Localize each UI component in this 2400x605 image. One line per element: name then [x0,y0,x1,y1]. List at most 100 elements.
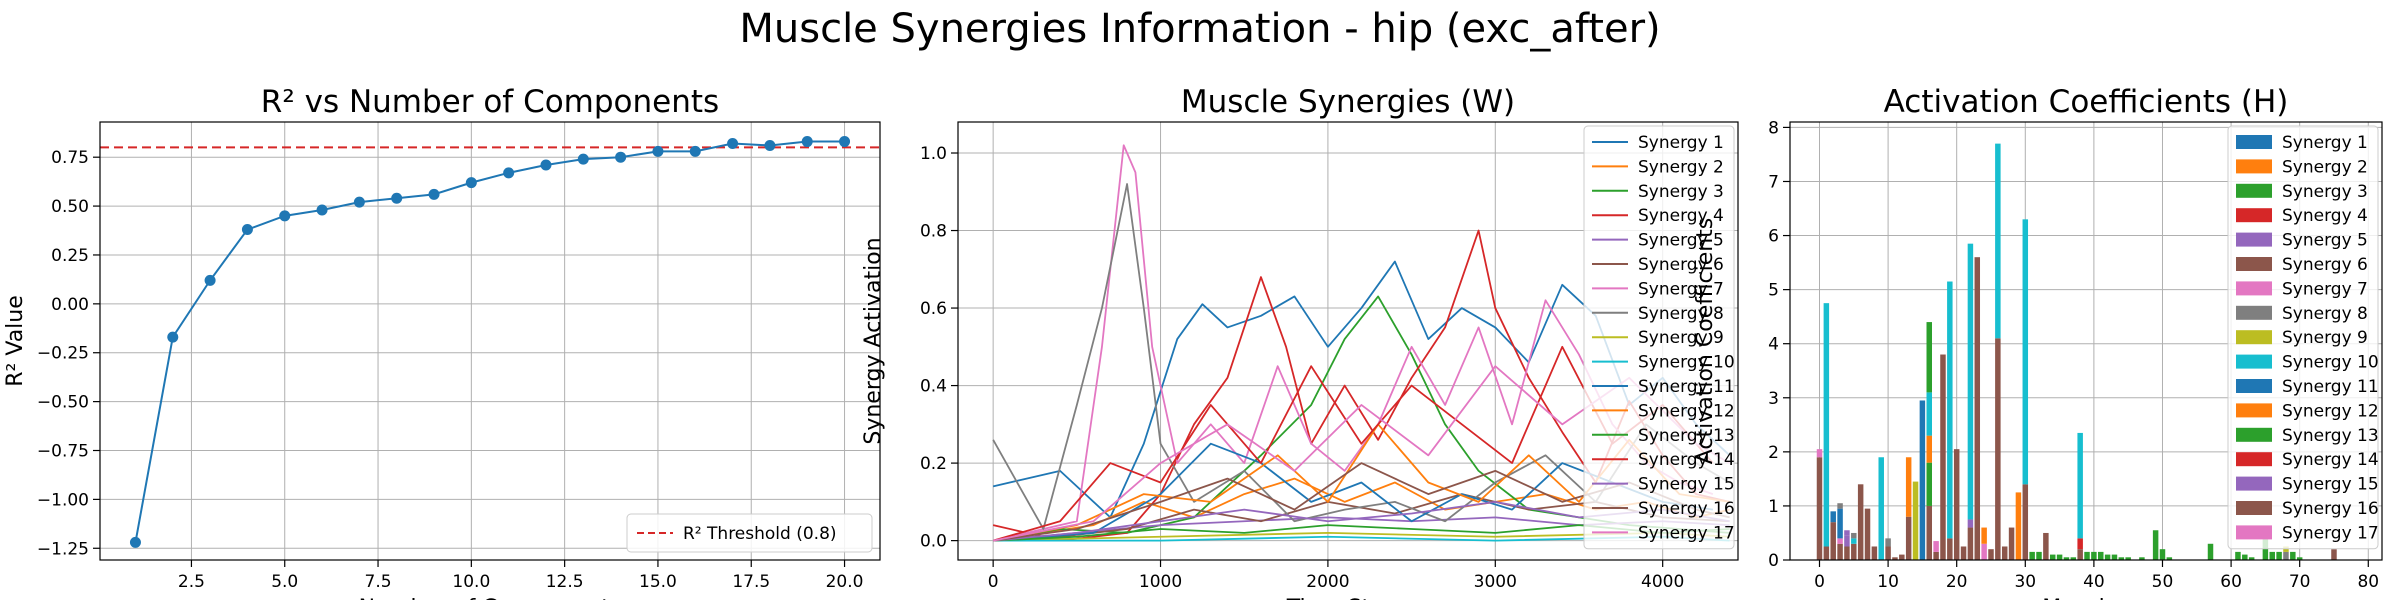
y-tick-label: 3 [1768,389,1779,409]
legend: Synergy 1 Synergy 2 Synergy 3 Synergy 4 Syne… [1583,125,1735,550]
coefficient-bar [2248,557,2255,560]
grid [100,122,880,560]
legend-swatch [2236,354,2272,369]
legend-label: Synergy 5 [1638,231,1724,251]
legend-label: Synergy 8 [1638,304,1724,324]
legend-label: Synergy 15 [1638,475,1735,495]
x-tick-label: 70 [2289,572,2311,592]
legend-label: Synergy 6 [1638,255,1724,275]
legend-label: Synergy 2 [1638,157,1724,177]
y-tick-label: 0 [1768,551,1779,571]
coefficient-bar [1995,143,2001,339]
legend-swatch [2236,452,2272,467]
coefficient-bar [2077,432,2083,539]
plot-frame [99,121,881,561]
r2-point [353,196,365,208]
x-tick-label: 60 [2220,572,2242,592]
legend-label: Synergy 4 [2282,206,2368,226]
legend-swatch [2236,257,2272,271]
coefficient-bar [1851,538,1857,544]
r2-point [615,151,627,163]
coefficient-bar [1871,546,1878,560]
y-tick-label: −0.25 [37,344,89,364]
legend-label: Synergy 4 [1638,206,1724,226]
coefficient-bar [1851,532,1857,539]
coefficient-bar [1905,516,1912,560]
legend-swatch [2236,305,2272,320]
legend-label: Synergy 14 [2282,450,2379,470]
legend-label: Synergy 6 [2282,255,2368,275]
legend-swatch [2236,159,2272,174]
x-tick-label: 7.5 [365,572,392,592]
y-tick-label: 0.00 [51,295,89,315]
r2-point [727,138,739,150]
x-tick-label: 4000 [1641,572,1684,592]
r2-point [577,153,589,165]
coefficient-bar [1885,538,1891,547]
coefficient-bar [2077,549,2083,560]
coefficient-bar [1837,508,1843,539]
legend-label: Synergy 5 [2282,231,2368,251]
y-tick-label: 0.8 [920,222,947,242]
coefficient-bar [1919,400,1926,560]
y-tick-label: 0.6 [920,299,947,319]
coefficient-bar [2152,530,2159,560]
coefficient-bar [1857,484,1864,560]
y-axis-label: Activation Coefficients [1693,218,1718,465]
x-axis-label: Time Steps [1286,596,1409,600]
x-tick-label: 20 [1946,572,1968,592]
coefficient-bar [1926,435,1932,463]
plot-frame [1789,121,2383,561]
synergies-chart: 0 1000 2000 3000 4000 0.0 0.2 0.4 0.6 0.8 1.0 Muscl… [861,84,1739,605]
coefficient-bar [1878,457,1884,560]
y-tick-label: −0.75 [37,442,89,462]
coefficient-bar [1830,522,1836,560]
x-tick-label: 40 [2083,572,2105,592]
x-tick-label: 80 [2357,572,2379,592]
coefficient-bar [1981,543,1987,560]
y-tick-label: 0.2 [920,454,947,474]
legend-label: Synergy 1 [2282,133,2368,153]
legend-label: Synergy 17 [2282,523,2379,543]
legend-swatch [2236,183,2272,198]
legend-label: Synergy 17 [1638,523,1735,543]
coefficient-bar [1844,535,1850,547]
x-tick-label: 0 [1814,572,1825,592]
legend-label: Synergy 11 [2282,377,2379,397]
r2-point [129,536,141,548]
r2-point [540,159,552,171]
y-tick-label: −1.25 [37,539,89,559]
x-tick-label: 1000 [1139,572,1182,592]
y-tick-label: 2 [1768,443,1779,463]
coefficient-bar [2331,549,2337,560]
coefficient-bar [1947,538,1953,560]
legend-label: Synergy 10 [2282,353,2379,373]
r2-point [764,139,776,151]
coefficient-bar [1926,392,1932,436]
coefficient-bar [1892,557,1898,560]
y-tick-label: 1 [1768,497,1779,517]
coefficient-bar [1926,322,1932,393]
x-tick-label: 2000 [1306,572,1349,592]
legend-box [1583,125,1735,550]
coefficient-bar [1947,281,1953,539]
legend-label: Synergy 12 [1638,401,1735,421]
coefficient-bar [1995,338,2001,560]
legend-label: Synergy 13 [1638,426,1735,446]
legend-label: Synergy 1 [1638,133,1724,153]
x-tick-label: 15.0 [639,572,677,592]
legend-label: Synergy 13 [2282,426,2379,446]
r2-point [204,274,216,286]
coefficient-bar [1926,505,1932,560]
coefficient-bar [1967,519,1974,528]
r2-point [241,224,253,236]
legend-label: Synergy 16 [2282,499,2379,519]
legend-swatch [2236,208,2272,223]
coefficient-bar [1816,449,1823,458]
r2-point [839,136,851,148]
x-axis-label: Number of Components [359,596,622,600]
activation-chart: 0 10 20 30 40 50 60 70 80 0 1 2 3 4 5 6 7 8 Activation Coe… [1693,84,2383,605]
coefficient-bar [1926,462,1932,506]
